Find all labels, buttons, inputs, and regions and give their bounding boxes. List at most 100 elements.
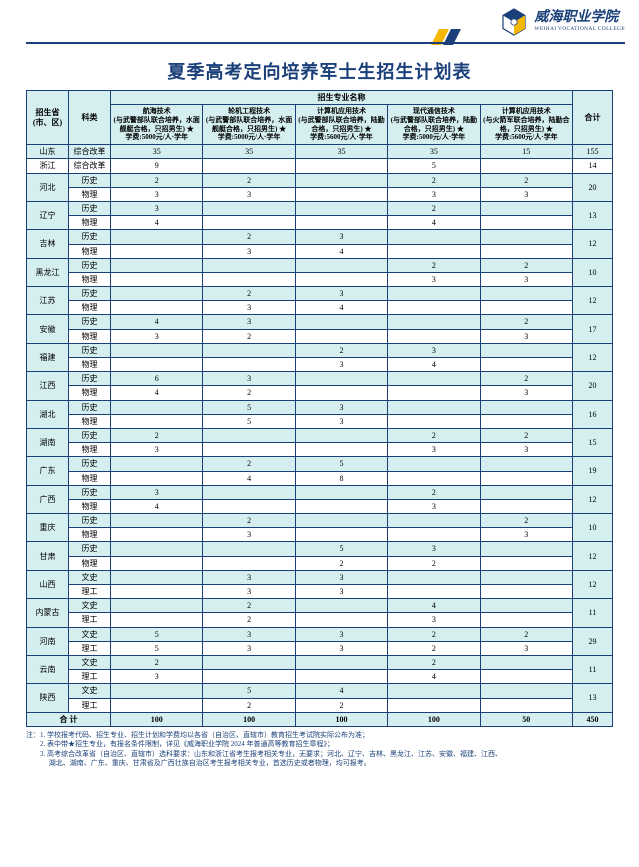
cell-value — [111, 400, 203, 414]
table-row: 江苏历史2312 — [27, 287, 613, 301]
cell-value: 2 — [388, 201, 480, 215]
cell-value: 2 — [111, 428, 203, 442]
chevron-decoration — [431, 29, 465, 45]
cell-subject: 历史 — [69, 372, 111, 386]
cell-value: 2 — [203, 230, 295, 244]
cell-value: 3 — [203, 585, 295, 599]
cell-subject: 历史 — [69, 514, 111, 528]
cell-subject: 历史 — [69, 173, 111, 187]
cell-value — [111, 684, 203, 698]
cell-total: 12 — [573, 230, 613, 258]
cell-value: 3 — [388, 499, 480, 513]
cell-value — [480, 585, 572, 599]
cell-value — [295, 272, 387, 286]
cell-value: 2 — [295, 556, 387, 570]
total-label: 合 计 — [27, 712, 111, 726]
cell-value — [111, 244, 203, 258]
cell-total: 15 — [573, 428, 613, 456]
cell-value: 3 — [203, 641, 295, 655]
cell-value — [480, 655, 572, 669]
cell-value — [295, 216, 387, 230]
cell-total: 12 — [573, 542, 613, 570]
cell-subject: 理工 — [69, 698, 111, 712]
cell-value — [295, 159, 387, 173]
cell-total: 12 — [573, 570, 613, 598]
cell-total: 29 — [573, 627, 613, 655]
cell-value — [388, 528, 480, 542]
cell-value: 3 — [480, 329, 572, 343]
cell-value — [111, 343, 203, 357]
table-row: 物理33 — [27, 272, 613, 286]
table-row: 理工34 — [27, 670, 613, 684]
cell-value: 3 — [388, 542, 480, 556]
cell-value: 3 — [388, 343, 480, 357]
cell-value — [480, 570, 572, 584]
col-subject: 科类 — [69, 91, 111, 145]
cell-value — [295, 485, 387, 499]
cell-value: 4 — [295, 301, 387, 315]
cell-value — [111, 514, 203, 528]
cell-value — [295, 372, 387, 386]
table-row: 内蒙古文史2411 — [27, 599, 613, 613]
cell-value — [111, 698, 203, 712]
table-row: 黑龙江历史2210 — [27, 258, 613, 272]
cell-value — [203, 272, 295, 286]
table-row: 河南文史5332229 — [27, 627, 613, 641]
table-row: 物理53 — [27, 414, 613, 428]
cell-subject: 历史 — [69, 315, 111, 329]
cell-value — [203, 428, 295, 442]
cell-value — [203, 655, 295, 669]
table-row: 物理48 — [27, 471, 613, 485]
cell-value — [295, 443, 387, 457]
cell-value: 3 — [480, 187, 572, 201]
cell-value: 4 — [388, 216, 480, 230]
cell-value: 2 — [388, 258, 480, 272]
cell-subject: 历史 — [69, 230, 111, 244]
table-row: 物理323 — [27, 329, 613, 343]
cell-subject: 物理 — [69, 329, 111, 343]
cell-value — [295, 613, 387, 627]
cell-value: 2 — [203, 287, 295, 301]
cell-subject: 历史 — [69, 485, 111, 499]
cell-value: 2 — [203, 613, 295, 627]
cell-value — [295, 599, 387, 613]
cell-province: 浙江 — [27, 159, 69, 173]
cell-value — [480, 471, 572, 485]
cell-value: 3 — [388, 272, 480, 286]
cell-value — [111, 613, 203, 627]
cell-total: 12 — [573, 343, 613, 371]
cell-subject: 物理 — [69, 301, 111, 315]
cell-value — [480, 457, 572, 471]
cell-value: 2 — [480, 627, 572, 641]
cell-value: 6 — [111, 372, 203, 386]
cell-value — [480, 599, 572, 613]
table-row: 物理44 — [27, 216, 613, 230]
cell-value — [388, 585, 480, 599]
page-title: 夏季高考定向培养军士生招生计划表 — [0, 58, 639, 84]
cell-value — [203, 485, 295, 499]
cell-total: 10 — [573, 514, 613, 542]
cell-value — [388, 514, 480, 528]
cell-value — [111, 556, 203, 570]
cell-value: 3 — [111, 187, 203, 201]
cell-value: 5 — [203, 400, 295, 414]
cell-subject: 历史 — [69, 201, 111, 215]
cell-province: 云南 — [27, 655, 69, 683]
cell-value — [295, 514, 387, 528]
major-header-1: 轮机工程技术(与武警部队联合培养，水面舰艇合格，只招男生) ★学费:5000元/… — [203, 105, 295, 145]
cell-subject: 物理 — [69, 443, 111, 457]
cell-value: 2 — [295, 343, 387, 357]
cell-value — [480, 542, 572, 556]
cell-subject: 物理 — [69, 471, 111, 485]
cell-value — [295, 655, 387, 669]
major-header-0: 航海技术(与武警部队联合培养，水面舰艇合格，只招男生) ★学费:5000元/人·… — [111, 105, 203, 145]
cell-subject: 理工 — [69, 613, 111, 627]
cell-value: 5 — [111, 627, 203, 641]
table-row: 理工33 — [27, 585, 613, 599]
cell-value — [480, 287, 572, 301]
cell-value — [295, 258, 387, 272]
total-value: 100 — [111, 712, 203, 726]
cell-value: 3 — [295, 287, 387, 301]
cell-value: 2 — [480, 258, 572, 272]
cell-value — [480, 358, 572, 372]
